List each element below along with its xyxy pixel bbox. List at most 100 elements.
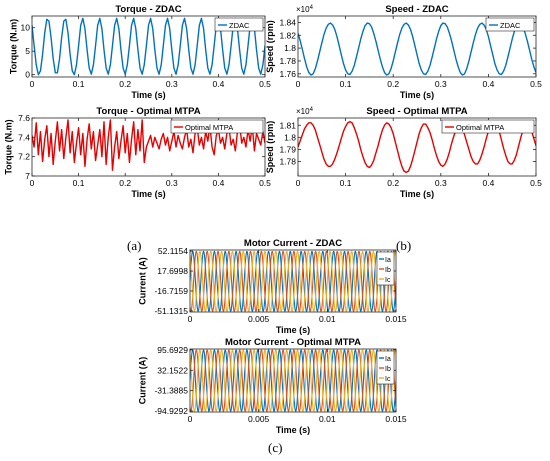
plot-frame bbox=[189, 348, 397, 413]
series-line-ib bbox=[190, 349, 396, 412]
series-line-ic bbox=[190, 349, 396, 412]
y-tick-label: 1.84 bbox=[279, 17, 296, 27]
y-axis-label: Current (A) bbox=[138, 357, 148, 405]
y-tick-label: 7.2 bbox=[18, 152, 30, 162]
x-tick-label: 0.01 bbox=[319, 414, 336, 424]
series-group bbox=[32, 119, 265, 171]
caption-a: (a) bbox=[127, 238, 142, 253]
x-tick-label: 0.2 bbox=[119, 178, 131, 188]
x-tick-label: 0.3 bbox=[435, 79, 447, 89]
series-line-zdac bbox=[298, 22, 536, 76]
y-tick-label: 52.1154 bbox=[158, 246, 188, 256]
caption-b: (b) bbox=[396, 238, 412, 253]
x-tick-label: 0.1 bbox=[340, 79, 352, 89]
legend-label: Ib bbox=[385, 366, 391, 373]
legend-label: Ia bbox=[385, 356, 391, 363]
y-tick-label: -51.1315 bbox=[154, 306, 188, 316]
legend: Optimal MTPA bbox=[170, 119, 264, 134]
series-group bbox=[190, 250, 396, 312]
chart-title: Torque - ZDAC bbox=[115, 4, 181, 15]
chart-6: 0 0.005 0.01 0.015 -94.9292 -31.3885 32.1522 95… bbox=[138, 337, 407, 435]
y-tick-label: 1.79 bbox=[279, 144, 296, 154]
series-line-ia bbox=[190, 349, 396, 412]
x-tick-label: 0.1 bbox=[73, 178, 85, 188]
chart-title: Speed - Optimal MTPA bbox=[366, 106, 467, 117]
legend-label: ZDAC bbox=[229, 21, 250, 30]
x-axis-label: Time (s) bbox=[400, 90, 434, 100]
chart-5: 0 0.005 0.01 0.015 -51.1315 -16.7159 17.6998 52… bbox=[138, 238, 407, 335]
x-tick-label: 0.5 bbox=[530, 178, 542, 188]
legend-box bbox=[376, 350, 395, 385]
legend-label: ZDAC bbox=[500, 21, 521, 30]
series-group bbox=[190, 349, 396, 412]
axis-exponent: ×104 bbox=[296, 107, 314, 116]
chart-4: 0 0.1 0.2 0.3 0.4 0.5 1.78 1.79 1.8 1.81×104 Speed… bbox=[265, 106, 542, 199]
chart-title: Motor Current - Optimal MTPA bbox=[225, 337, 361, 348]
x-tick-label: 0.5 bbox=[530, 79, 542, 89]
caption-c: (c) bbox=[268, 440, 283, 455]
y-tick-label: 1.8 bbox=[284, 132, 296, 142]
chart-2: 0 0.1 0.2 0.3 0.4 0.5 1.76 1.78 1.8 1.82 1.84×104 S… bbox=[265, 4, 542, 100]
plot-frame bbox=[297, 15, 537, 78]
series-line-optimal-mtpa bbox=[32, 119, 265, 171]
x-axis-label: Time (s) bbox=[276, 425, 310, 435]
y-tick-label: -94.9292 bbox=[154, 406, 188, 416]
x-tick-label: 0.3 bbox=[166, 178, 178, 188]
legend-label: Ic bbox=[385, 277, 391, 284]
y-tick-label: -31.3885 bbox=[154, 386, 188, 396]
legend-box bbox=[214, 17, 264, 32]
y-tick-label: 1.78 bbox=[279, 56, 296, 66]
x-tick-label: 0.015 bbox=[385, 314, 407, 324]
chart-3: 0 0.1 0.2 0.3 0.4 0.5 7 7.2 7.4 7.6 Torque - Optim… bbox=[4, 106, 272, 199]
y-tick-label: 7.4 bbox=[18, 132, 30, 142]
x-axis-label: Time (s) bbox=[400, 189, 434, 199]
plot-frame bbox=[31, 117, 266, 177]
series-group bbox=[298, 22, 536, 76]
legend-label: Optimal MTPA bbox=[185, 123, 233, 132]
y-tick-label: 1.8 bbox=[284, 43, 296, 53]
x-tick-label: 0.005 bbox=[248, 414, 270, 424]
x-tick-label: 0.5 bbox=[259, 79, 271, 89]
y-axis-label: Speed (rpm) bbox=[265, 121, 275, 174]
legend-box bbox=[441, 119, 535, 134]
y-tick-label: -16.7159 bbox=[154, 286, 188, 296]
y-tick-label: 1.78 bbox=[279, 157, 296, 167]
y-tick-label: 95.6929 bbox=[157, 345, 188, 355]
y-tick-label: 5 bbox=[25, 46, 30, 56]
x-tick-label: 0.1 bbox=[73, 79, 85, 89]
series-line-ib bbox=[190, 250, 396, 312]
chart-title: Speed - ZDAC bbox=[385, 4, 448, 15]
y-tick-label: 1.81 bbox=[279, 120, 296, 130]
y-tick-label: 0 bbox=[25, 70, 30, 80]
x-tick-label: 0 bbox=[296, 79, 301, 89]
x-tick-label: 0 bbox=[296, 178, 301, 188]
x-tick-label: 0.4 bbox=[482, 79, 494, 89]
legend-box bbox=[170, 119, 264, 134]
chart-title: Motor Current - ZDAC bbox=[244, 238, 342, 249]
y-tick-label: 10 bbox=[21, 23, 31, 33]
x-tick-label: 0 bbox=[188, 314, 193, 324]
legend-label: Ia bbox=[385, 257, 391, 264]
legend-box bbox=[376, 251, 395, 286]
legend-box bbox=[485, 17, 535, 32]
legend-label: Ic bbox=[385, 376, 391, 383]
legend-label: Ib bbox=[385, 267, 391, 274]
legend: ZDAC bbox=[214, 17, 264, 32]
x-tick-label: 0.2 bbox=[387, 79, 399, 89]
legend: Ia Ib Ic bbox=[376, 350, 395, 385]
x-tick-label: 0.4 bbox=[212, 79, 224, 89]
series-line-zdac bbox=[32, 17, 265, 76]
x-axis-label: Time (s) bbox=[131, 189, 165, 199]
x-tick-label: 0.01 bbox=[319, 314, 336, 324]
y-tick-label: 7 bbox=[25, 171, 30, 181]
legend-label: Optimal MTPA bbox=[456, 123, 504, 132]
legend: Ia Ib Ic bbox=[376, 251, 395, 286]
plot-frame bbox=[189, 249, 397, 313]
x-tick-label: 0.5 bbox=[259, 178, 271, 188]
y-tick-label: 1.76 bbox=[279, 69, 296, 79]
axis-exponent: ×104 bbox=[296, 5, 314, 14]
chart-1: 0 0.1 0.2 0.3 0.4 0.5 0 5 10 Torque - ZDAC Time (s… bbox=[8, 4, 271, 100]
x-tick-label: 0.005 bbox=[248, 314, 270, 324]
plot-frame bbox=[297, 117, 537, 177]
